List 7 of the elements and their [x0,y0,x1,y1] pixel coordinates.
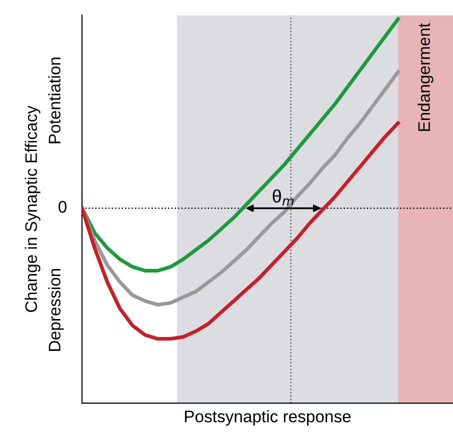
text: Potentiation [48,58,60,144]
text: Endangerment [418,23,434,131]
x-axis-title: Postsynaptic response [185,410,351,426]
annotation: θ$_{m}$ [272,189,294,206]
text: Depression [48,268,64,351]
y-axis-title: Change in Synaptic Efficacy [24,106,40,312]
ref-line-label: 0 [58,200,66,213]
